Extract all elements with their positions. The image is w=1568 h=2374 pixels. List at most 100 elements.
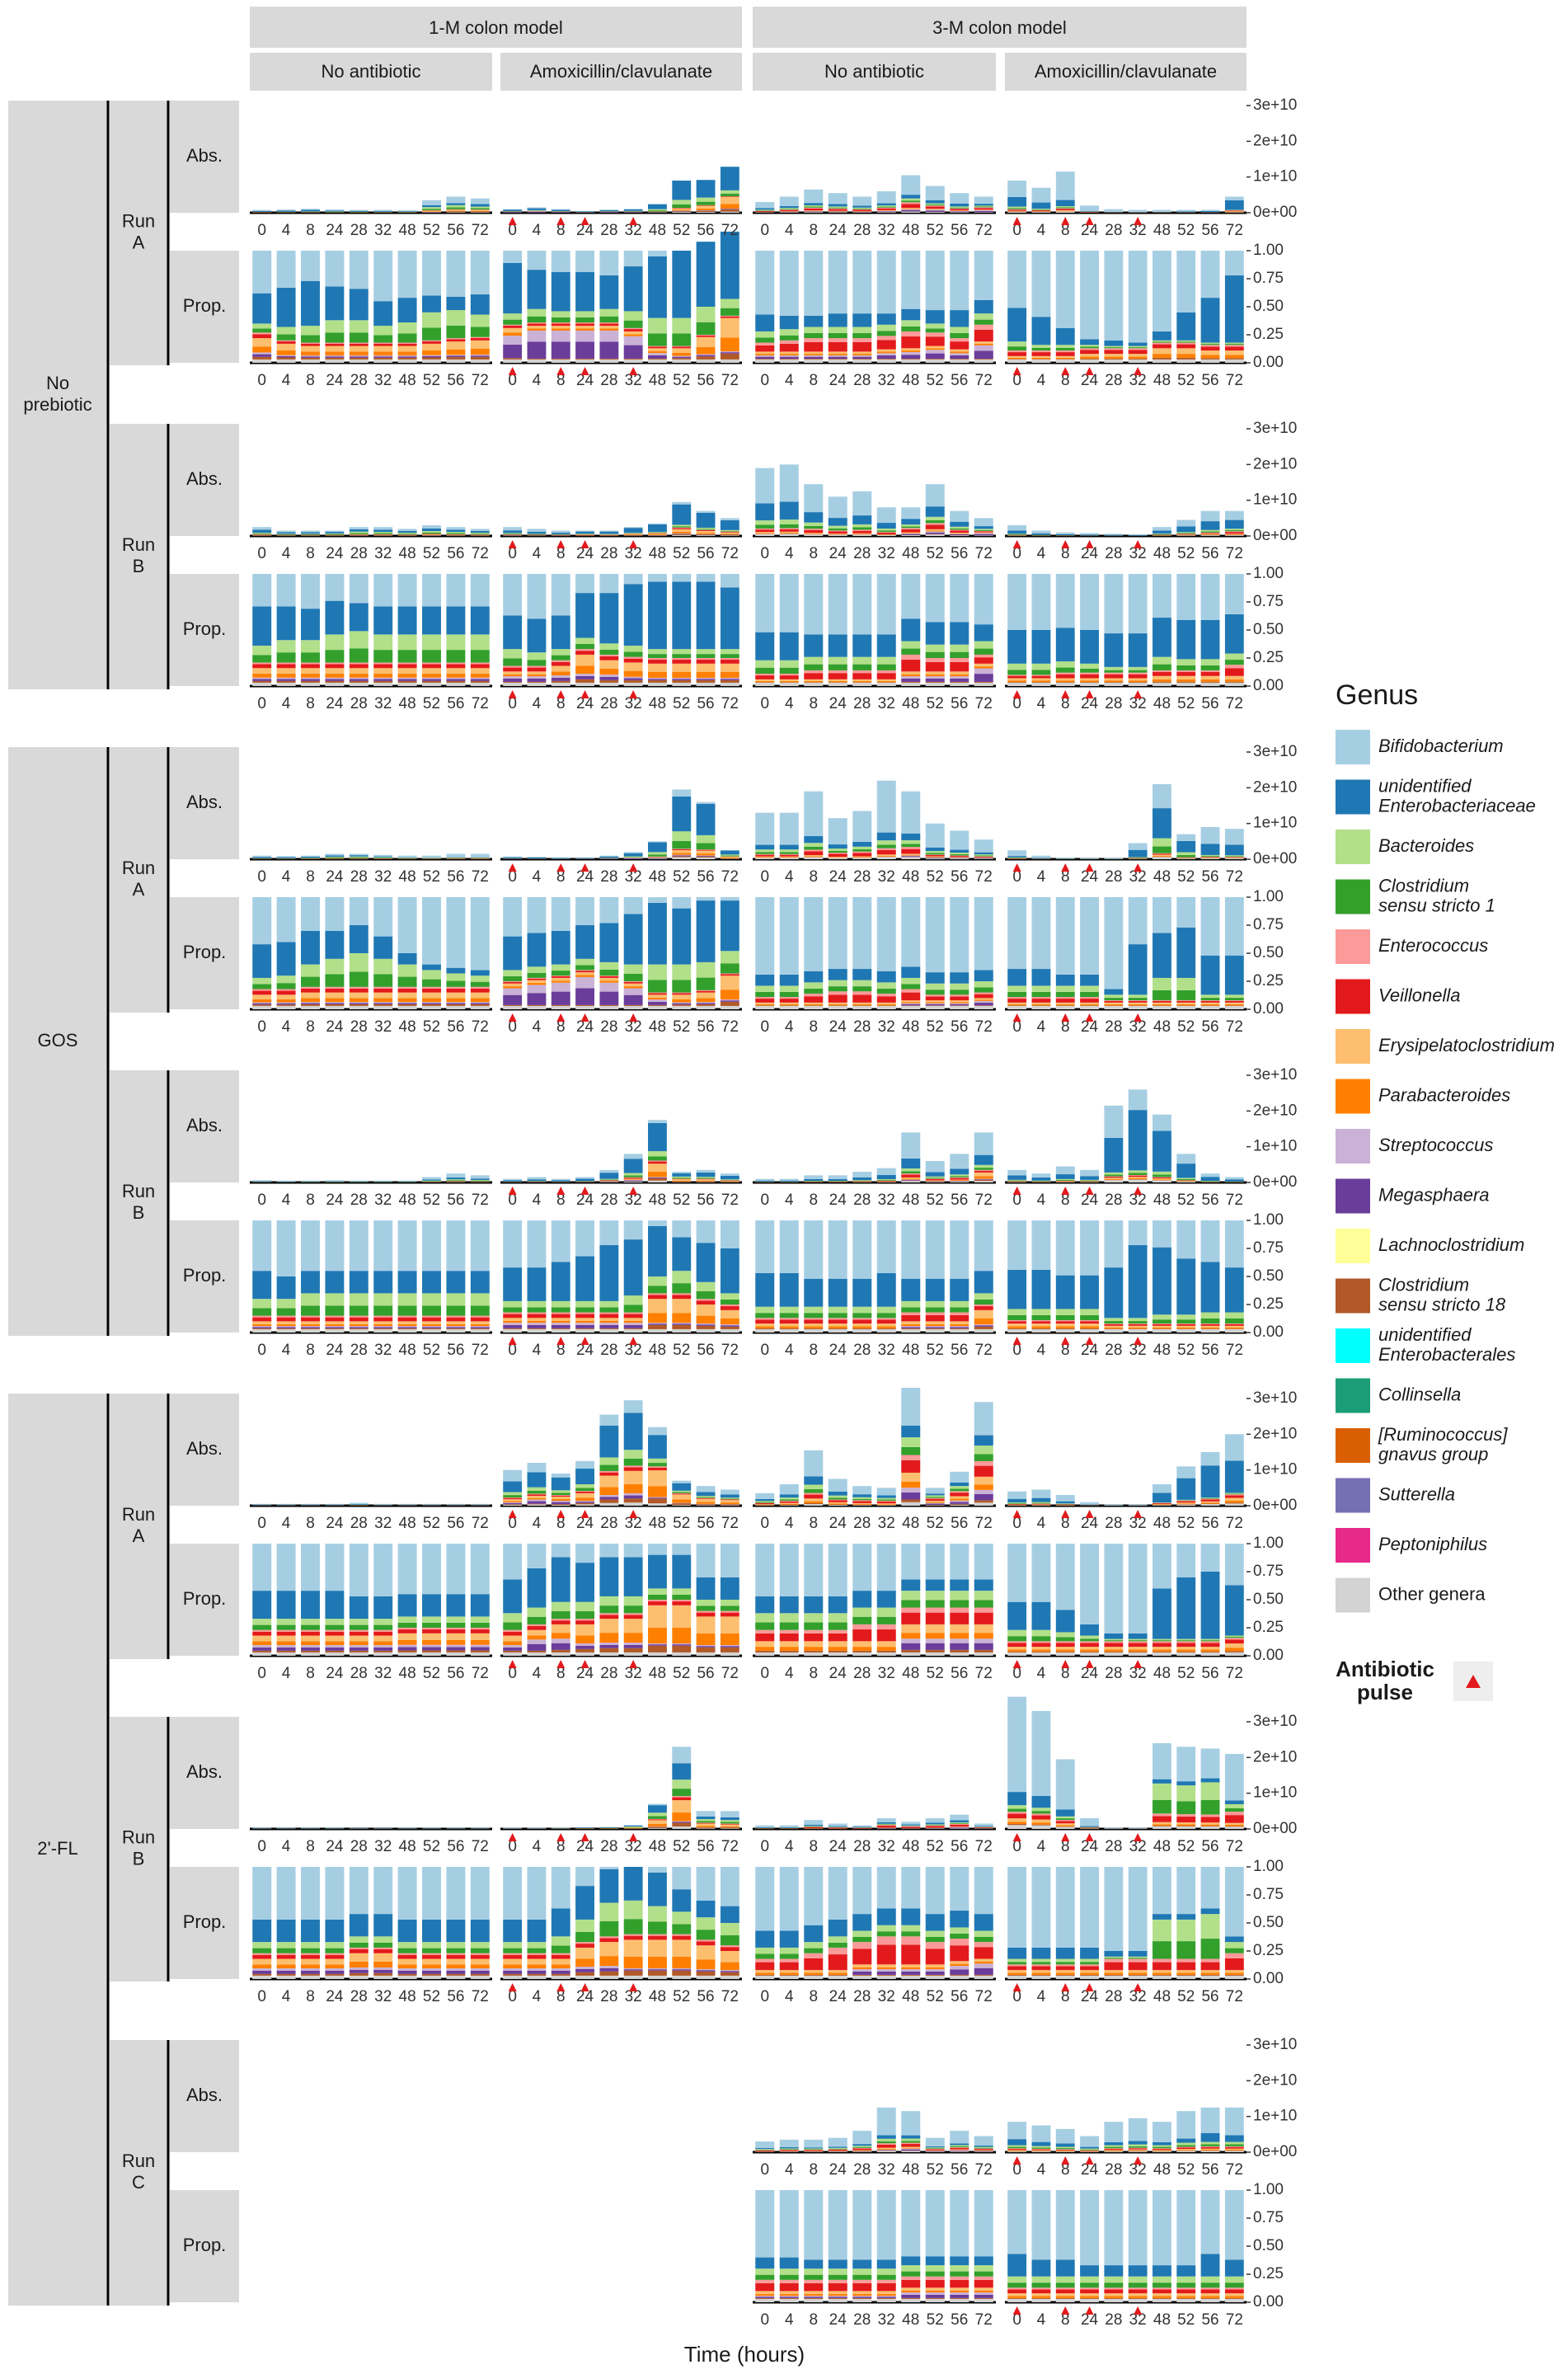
prop-bar-segment xyxy=(804,251,824,316)
prop-bar-segment xyxy=(1224,653,1244,660)
abs-bar-segment xyxy=(672,855,692,857)
abs-bar-segment xyxy=(623,1179,643,1181)
prop-bar-segment xyxy=(349,1317,369,1322)
prop-bar-segment xyxy=(828,986,847,992)
prop-bar-segment xyxy=(720,1577,739,1600)
x-tick-label: 24 xyxy=(829,545,847,562)
prop-bar-segment xyxy=(901,251,921,309)
prop-bar-segment xyxy=(876,1313,896,1319)
prop-bar-segment xyxy=(301,1004,320,1006)
prop-bar-segment xyxy=(1224,681,1244,683)
prop-bar-segment xyxy=(551,1557,570,1602)
x-tick-label: 28 xyxy=(600,1342,617,1359)
abs-bar-segment xyxy=(720,196,739,204)
prop-bar-segment xyxy=(252,674,272,678)
abs-bar-segment xyxy=(950,207,969,209)
abs-bar-segment xyxy=(828,849,847,851)
abs-bar-segment xyxy=(527,1499,547,1502)
abs-bar-segment xyxy=(1007,181,1027,197)
abs-bar-segment xyxy=(623,209,643,211)
prop-bar-segment xyxy=(852,332,872,339)
prop-bar-segment xyxy=(1153,618,1171,657)
antibiotic-pulse-marker xyxy=(556,217,566,225)
prop-bar-segment xyxy=(974,350,993,360)
prop-bar-segment xyxy=(599,1244,619,1301)
prop-bar-segment xyxy=(422,986,441,989)
prop-bar-segment xyxy=(876,682,896,686)
prop-bar-segment xyxy=(828,338,847,342)
prop-bar-segment xyxy=(599,897,619,924)
prop-bar-segment xyxy=(1128,1000,1148,1001)
antibiotic-pulse-marker xyxy=(629,217,638,225)
abs-bar-segment xyxy=(672,1180,692,1182)
x-tick-label: 72 xyxy=(1226,222,1243,239)
abs-bar-segment xyxy=(828,212,847,213)
prop-bar-segment xyxy=(1200,1325,1220,1328)
prop-bar-segment xyxy=(696,654,716,658)
prop-bar-segment xyxy=(397,679,417,681)
antibiotic-pulse-marker xyxy=(508,1013,517,1022)
prop-bar-segment xyxy=(325,1323,345,1327)
abs-bar-segment xyxy=(648,1427,667,1436)
prop-bar-segment xyxy=(828,664,847,670)
prop-bar-segment xyxy=(599,330,619,342)
prop-bar-segment xyxy=(373,1305,393,1316)
prop-bar-segment xyxy=(325,650,345,663)
abs-bar-segment xyxy=(876,534,896,536)
prop-bar-segment xyxy=(1055,991,1075,998)
prop-bar-segment xyxy=(1153,342,1171,345)
prop-bar-segment xyxy=(648,1652,667,1656)
prop-bar-segment xyxy=(623,311,643,321)
abs-bar-segment xyxy=(672,504,692,525)
prop-bar-segment xyxy=(1007,991,1027,998)
prop-bar-segment xyxy=(974,981,993,988)
prop-bar-segment xyxy=(373,1596,393,1619)
prop-bar-segment xyxy=(599,1318,619,1321)
x-tick-label: 4 xyxy=(785,1342,794,1359)
prop-bar-segment xyxy=(779,251,799,316)
prop-bar-segment xyxy=(852,682,872,686)
abs-bar-segment xyxy=(804,851,824,856)
prop-bar-segment xyxy=(974,681,993,683)
abs-bar-segment xyxy=(599,209,619,210)
x-tick-label: 24 xyxy=(576,1018,594,1036)
prop-bar-segment xyxy=(623,1312,643,1314)
abs-bar-segment xyxy=(925,858,945,859)
abs-bar-segment xyxy=(349,856,369,858)
prop-bar-segment xyxy=(575,323,594,327)
abs-bar-segment xyxy=(804,1489,824,1493)
prop-bar-segment xyxy=(373,606,393,635)
abs-bar-segment xyxy=(397,209,417,212)
prop-bar-segment xyxy=(527,980,547,984)
abs-bar-segment xyxy=(950,211,969,213)
abs-bar-segment xyxy=(422,525,441,529)
x-tick-label: 48 xyxy=(649,868,666,886)
x-tick-label: 52 xyxy=(1177,372,1195,389)
x-tick-label: 48 xyxy=(902,372,919,389)
prop-bar-segment xyxy=(623,981,643,982)
abs-bar-segment xyxy=(925,484,945,507)
prop-bar-segment xyxy=(950,353,969,356)
prop-bar-segment xyxy=(852,1002,872,1004)
prop-bar-segment xyxy=(301,1271,320,1294)
prop-bar-segment xyxy=(1104,1321,1124,1324)
prop-bar-segment xyxy=(1176,354,1196,358)
prop-bar-segment xyxy=(527,308,547,317)
prop-bar-segment xyxy=(648,663,667,672)
x-tick-label: 0 xyxy=(508,1018,517,1036)
abs-bar-segment xyxy=(1153,855,1171,857)
abs-bar-segment xyxy=(623,1450,643,1459)
prop-bar-segment xyxy=(901,618,921,642)
abs-bar-segment xyxy=(301,534,320,535)
abs-bar-segment xyxy=(696,850,716,854)
abs-bar-segment xyxy=(446,532,466,534)
prop-bar-segment xyxy=(623,358,643,360)
prop-bar-segment xyxy=(925,1591,945,1601)
prop-bar-segment xyxy=(446,986,466,989)
abs-bar-segment xyxy=(648,1177,667,1178)
prop-bar-segment xyxy=(1031,345,1051,348)
x-tick-label: 48 xyxy=(399,695,416,712)
prop-bar-segment xyxy=(974,1579,993,1591)
prop-bar-segment xyxy=(828,991,847,995)
